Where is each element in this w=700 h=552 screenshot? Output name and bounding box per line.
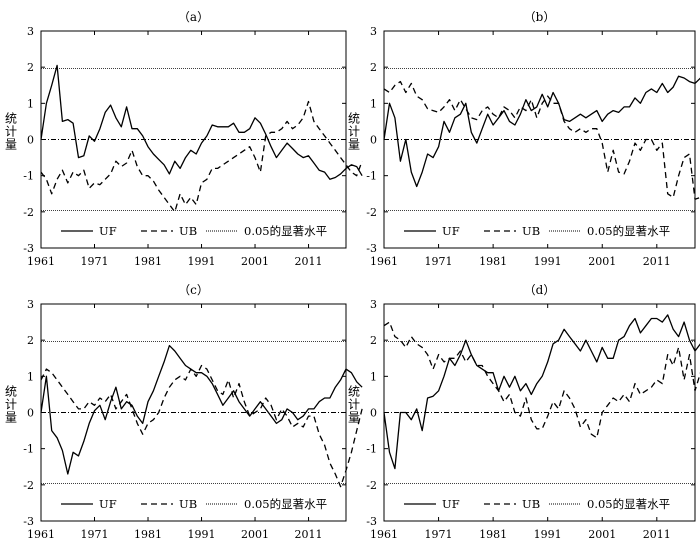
x-tick-label: 2001	[241, 528, 269, 541]
y-tick-label: -1	[23, 170, 34, 183]
y-tick-label: 3	[27, 298, 34, 311]
legend-label: UF	[99, 497, 117, 511]
x-tick-label: 1971	[425, 528, 453, 541]
y-tick-label: 2	[27, 334, 34, 347]
x-tick-label: 2011	[643, 528, 671, 541]
legend-label: UF	[442, 497, 460, 511]
x-tick-label: 1961	[370, 255, 398, 268]
x-tick-label: 1971	[425, 255, 453, 268]
x-tick-label: 1981	[134, 528, 162, 541]
series-line-uf	[383, 314, 700, 470]
x-tick-label: 1961	[27, 255, 55, 268]
y-tick-label: 2	[27, 61, 34, 74]
series-line-uf	[40, 64, 363, 180]
legend-label: UF	[99, 224, 117, 238]
panel-title: （d）	[524, 283, 556, 297]
legend-label: 0.05的显著水平	[587, 497, 670, 511]
y-tick-label: 3	[370, 25, 377, 38]
y-tick-label: -3	[366, 242, 377, 255]
panel-title: （b）	[524, 10, 556, 24]
legend: UF UB 0.05的显著水平	[61, 497, 327, 511]
y-tick-label: -2	[366, 479, 377, 492]
y-tick-label: 3	[27, 25, 34, 38]
series-line-ub	[383, 80, 700, 200]
y-tick-label: -1	[366, 443, 377, 456]
y-tick-label: -1	[23, 443, 34, 456]
legend-label: UB	[522, 497, 540, 511]
x-tick-label: 2011	[295, 255, 323, 268]
x-tick-label: 1981	[134, 255, 162, 268]
y-tick-label: 2	[370, 61, 377, 74]
x-tick-label: 1971	[81, 255, 109, 268]
legend: UF UB 0.05的显著水平	[61, 224, 327, 238]
legend: UF UB 0.05的显著水平	[404, 224, 670, 238]
x-tick-label: 1961	[370, 528, 398, 541]
chart-panel-c: （c） 统计量 -3 -2 -1 0 1 2 3 1961 1971 1981 1991 2001 2011…	[5, 283, 363, 541]
y-axis-label: 统计量	[5, 112, 17, 152]
y-tick-label: -1	[366, 170, 377, 183]
y-tick-label: 1	[27, 370, 34, 383]
y-tick-label: 3	[370, 298, 377, 311]
chart-panel-d: （d） 统计量 -3 -2 -1 0 1 2 3 1961 1971 1981 1991 2001 2011…	[348, 283, 700, 541]
y-tick-label: 1	[27, 97, 34, 110]
y-axis-label: 统计量	[348, 385, 360, 425]
panel-title: （c）	[178, 283, 209, 297]
y-tick-label: 0	[27, 134, 34, 147]
chart-panel-b: （b） 统计量 -3 -2 -1 0 1 2 3 1961 1971 1981 1991 2001 2011…	[348, 10, 700, 268]
x-tick-label: 1991	[534, 255, 562, 268]
series-line-uf	[40, 344, 363, 475]
legend-label: UB	[522, 224, 540, 238]
legend: UF UB 0.05的显著水平	[404, 497, 670, 511]
series-line-uf	[383, 75, 700, 188]
legend-label: 0.05的显著水平	[244, 497, 327, 511]
legend-label: UB	[179, 224, 197, 238]
y-tick-label: 1	[370, 97, 377, 110]
y-tick-label: -3	[366, 515, 377, 528]
y-axis-label: 统计量	[5, 385, 17, 425]
y-tick-label: -3	[23, 242, 34, 255]
series-line-ub	[40, 100, 363, 213]
x-tick-label: 2001	[588, 255, 616, 268]
x-tick-label: 1971	[81, 528, 109, 541]
panel-title: （a）	[178, 10, 209, 24]
x-tick-label: 1991	[188, 255, 216, 268]
y-axis-label: 统计量	[348, 112, 360, 152]
y-tick-label: -2	[23, 479, 34, 492]
x-tick-label: 2011	[643, 255, 671, 268]
y-tick-label: -2	[23, 206, 34, 219]
series-line-ub	[383, 321, 700, 439]
y-tick-label: 2	[370, 334, 377, 347]
x-tick-label: 2001	[241, 255, 269, 268]
x-tick-label: 2001	[588, 528, 616, 541]
x-tick-label: 1961	[27, 528, 55, 541]
y-tick-label: 0	[370, 407, 377, 420]
y-tick-label: 0	[27, 407, 34, 420]
y-tick-label: -3	[23, 515, 34, 528]
x-tick-label: 2011	[295, 528, 323, 541]
legend-label: 0.05的显著水平	[244, 224, 327, 238]
x-tick-label: 1991	[188, 528, 216, 541]
chart-panel-a: （a） 统计量 -3 -2 -1 0 1 2 3 1961 1971 1981 1991 2001 2011…	[5, 10, 363, 268]
y-tick-label: 0	[370, 134, 377, 147]
x-tick-label: 1981	[479, 255, 507, 268]
y-tick-label: 1	[370, 370, 377, 383]
y-tick-label: -2	[366, 206, 377, 219]
legend-label: UB	[179, 497, 197, 511]
legend-label: UF	[442, 224, 460, 238]
legend-label: 0.05的显著水平	[587, 224, 670, 238]
x-tick-label: 1981	[479, 528, 507, 541]
x-tick-label: 1991	[534, 528, 562, 541]
series-line-ub	[40, 364, 363, 488]
